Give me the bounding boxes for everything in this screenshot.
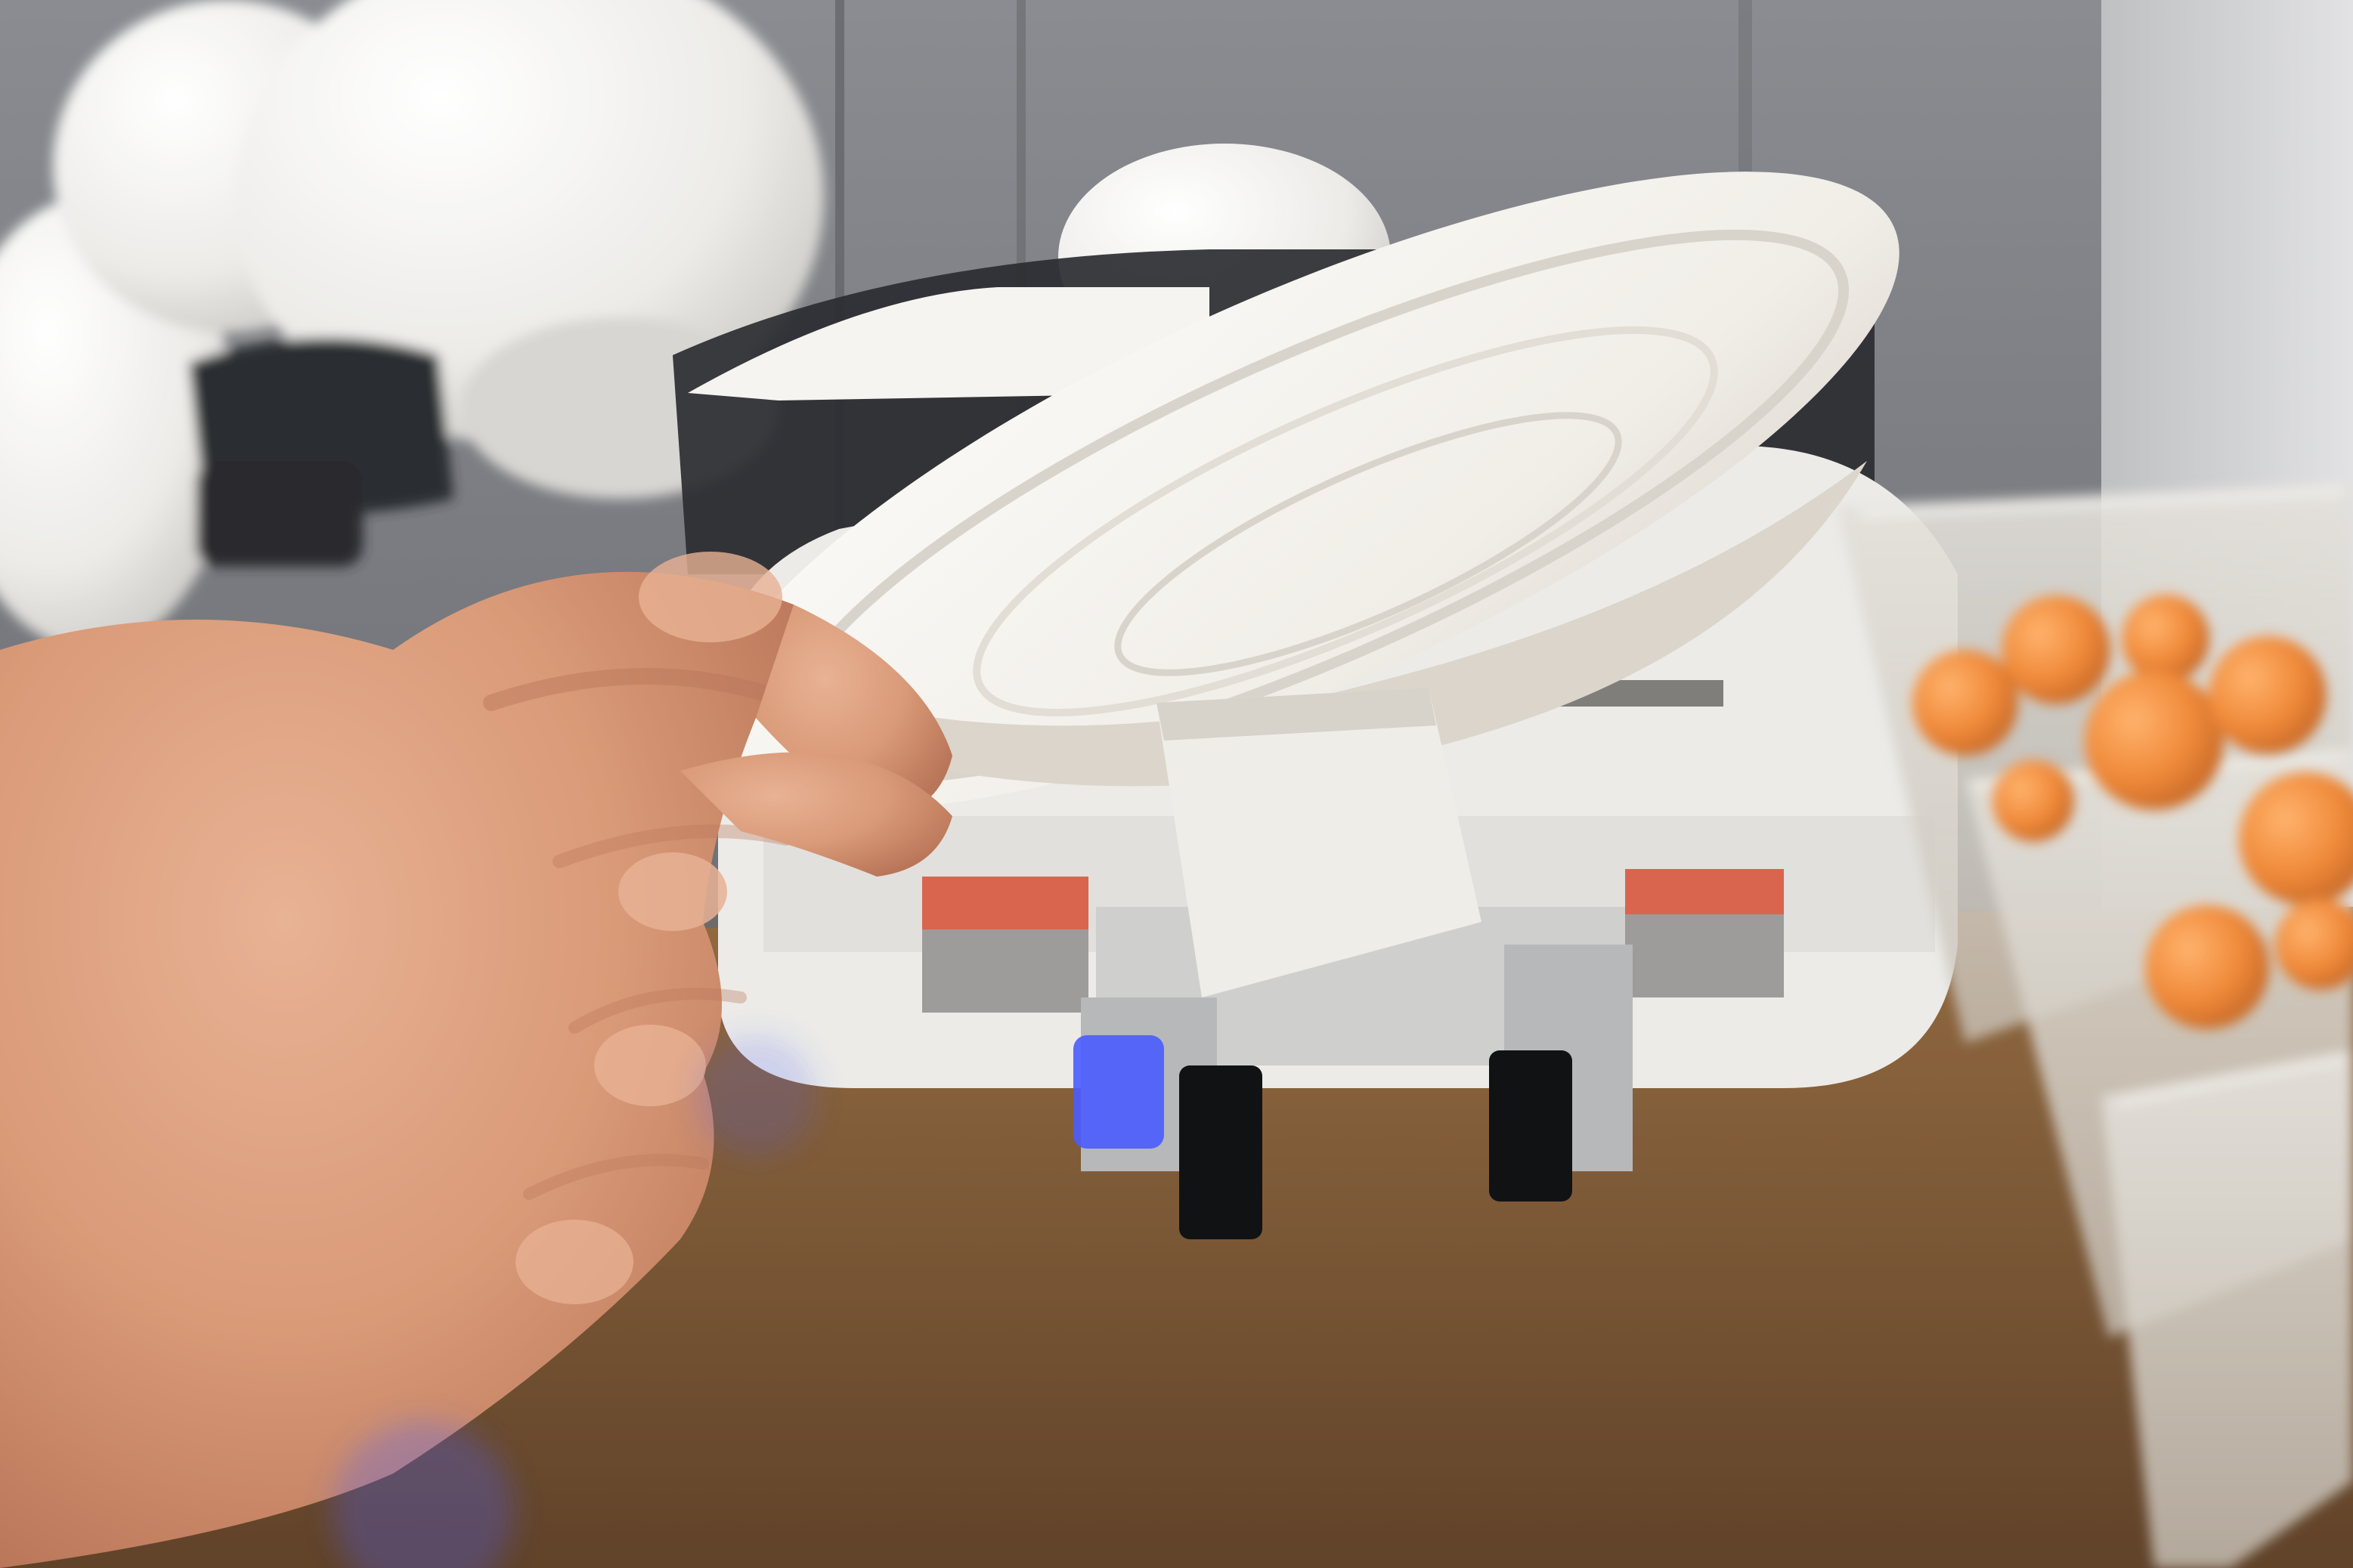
blue-glow [333, 1035, 816, 1568]
hand [0, 552, 952, 1568]
robot-arm-left [0, 0, 824, 650]
ping-pong-balls [1912, 595, 2353, 1029]
paper-plate [701, 172, 1899, 997]
